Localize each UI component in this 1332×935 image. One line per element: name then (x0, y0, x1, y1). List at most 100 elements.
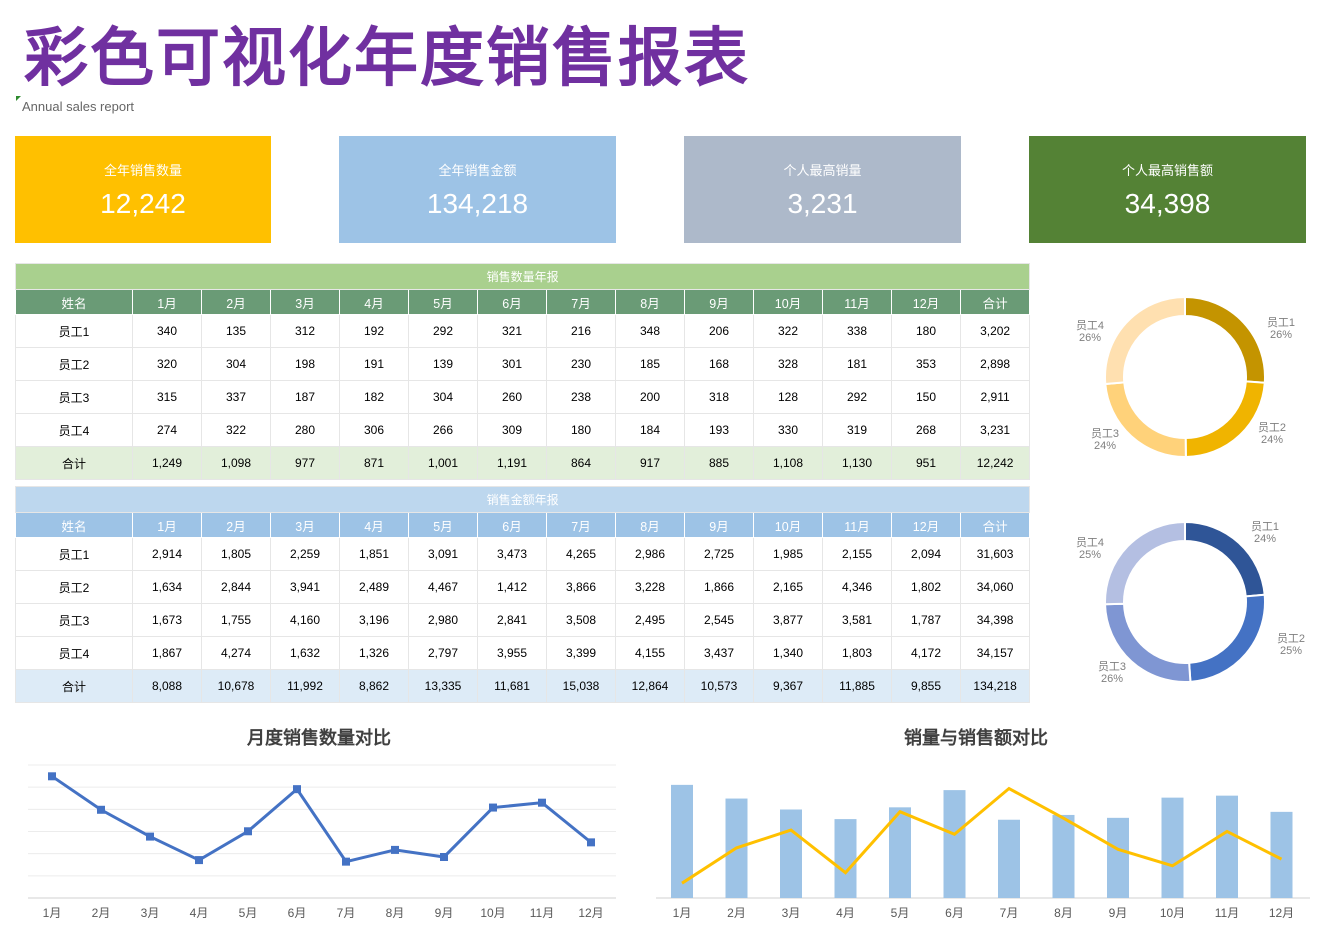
table-cell: 266 (408, 413, 478, 447)
donut-slice (1184, 520, 1266, 598)
table-cell: 180 (891, 314, 961, 348)
total-cell: 917 (615, 446, 685, 480)
x-tick-label: 12月 (1269, 906, 1294, 920)
total-cell: 864 (546, 446, 616, 480)
column-header: 12月 (891, 289, 961, 315)
table-cell: 230 (546, 347, 616, 381)
total-cell: 871 (339, 446, 409, 480)
total-cell: 1,130 (822, 446, 892, 480)
table-cell: 322 (753, 314, 823, 348)
table-cell: 1,867 (132, 636, 202, 670)
table-cell: 3,581 (822, 603, 892, 637)
data-point (587, 838, 595, 847)
table-cell: 34,060 (959, 570, 1031, 604)
table-cell: 1,787 (891, 603, 961, 637)
table-cell: 168 (684, 347, 754, 381)
table-cell: 1,851 (339, 537, 409, 571)
x-tick-label: 10月 (480, 906, 505, 920)
table-cell: 1,866 (684, 570, 754, 604)
column-header: 10月 (753, 512, 823, 538)
total-cell: 951 (891, 446, 961, 480)
table-cell: 员工1 (15, 314, 133, 348)
table-cell: 3,399 (546, 636, 616, 670)
bar (1216, 795, 1238, 898)
column-header: 10月 (753, 289, 823, 315)
donut-label: 员工1 (1267, 316, 1295, 329)
table-row: 员工2 1,634 2,844 3,941 2,489 4,467 1,412 3,866 3,… (15, 570, 1031, 604)
table-cell: 2,545 (684, 603, 754, 637)
total-cell: 12,864 (615, 669, 685, 703)
table-cell: 1,803 (822, 636, 892, 670)
table-cell: 306 (339, 413, 409, 447)
column-header: 3月 (270, 512, 340, 538)
table-cell: 320 (132, 347, 202, 381)
donut-percent: 26% (1101, 673, 1123, 685)
table-cell: 315 (132, 380, 202, 414)
total-cell: 8,862 (339, 669, 409, 703)
kpi-value: 134,218 (426, 188, 529, 219)
table-cell: 3,473 (477, 537, 547, 571)
x-tick-label: 7月 (1000, 906, 1019, 920)
x-tick-label: 8月 (1054, 906, 1073, 920)
table-cell: 2,914 (132, 537, 202, 571)
table-cell: 312 (270, 314, 340, 348)
table-cell: 2,155 (822, 537, 892, 571)
kpi-label: 个人最高销售额 (1121, 164, 1213, 179)
table-cell: 3,866 (546, 570, 616, 604)
table-cell: 2,165 (753, 570, 823, 604)
data-point (97, 805, 105, 814)
table-cell: 319 (822, 413, 892, 447)
table-cell: 员工4 (15, 636, 133, 670)
total-cell: 11,885 (822, 669, 892, 703)
table-cell: 4,274 (201, 636, 271, 670)
x-tick-label: 1月 (673, 906, 692, 920)
donut-slice (1104, 520, 1186, 606)
table-cell: 1,632 (270, 636, 340, 670)
table-cell: 员工2 (15, 570, 133, 604)
table-cell: 31,603 (959, 537, 1031, 571)
table-cell: 198 (270, 347, 340, 381)
table-cell: 1,802 (891, 570, 961, 604)
table-cell: 304 (201, 347, 271, 381)
column-header: 4月 (339, 512, 409, 538)
column-header: 6月 (477, 512, 547, 538)
table-cell: 2,980 (408, 603, 478, 637)
kpi-value: 12,242 (100, 188, 186, 219)
total-cell: 合计 (15, 446, 133, 480)
table-cell: 34,157 (959, 636, 1031, 670)
table-caption: 销售数量年报 (14, 263, 1031, 290)
donut-percent: 25% (1280, 645, 1302, 657)
table-cell: 182 (339, 380, 409, 414)
table-cell: 1,985 (753, 537, 823, 571)
table-cell: 292 (822, 380, 892, 414)
column-header: 2月 (201, 289, 271, 315)
table-cell: 1,412 (477, 570, 547, 604)
table-cell: 180 (546, 413, 616, 447)
column-header: 6月 (477, 289, 547, 315)
data-point (244, 827, 252, 836)
table-cell: 260 (477, 380, 547, 414)
kpi-value: 3,231 (787, 188, 858, 219)
table-cell: 4,160 (270, 603, 340, 637)
column-header: 12月 (891, 512, 961, 538)
table-cell: 3,437 (684, 636, 754, 670)
table-cell: 4,172 (891, 636, 961, 670)
table-cell: 员工1 (15, 537, 133, 571)
x-tick-label: 2月 (727, 906, 746, 920)
table-cell: 2,495 (615, 603, 685, 637)
table-cell: 301 (477, 347, 547, 381)
table-cell: 3,228 (615, 570, 685, 604)
x-tick-label: 4月 (836, 906, 855, 920)
table-cell: 340 (132, 314, 202, 348)
column-header: 9月 (684, 512, 754, 538)
total-cell: 885 (684, 446, 754, 480)
bar (1270, 811, 1293, 898)
donut-slice (1104, 295, 1186, 386)
table-cell: 员工3 (15, 603, 133, 637)
column-header: 11月 (822, 512, 892, 538)
column-header: 5月 (408, 289, 478, 315)
table-cell: 185 (615, 347, 685, 381)
total-cell: 13,335 (408, 669, 478, 703)
table-cell: 238 (546, 380, 616, 414)
